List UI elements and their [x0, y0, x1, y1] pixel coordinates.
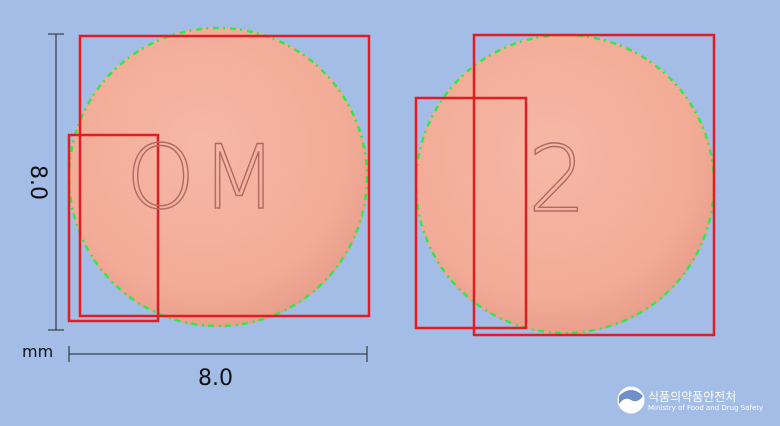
mfds-logo-icon — [617, 386, 645, 414]
annotation-box-tablet-back — [472, 33, 716, 337]
height-label: 8.0 — [25, 165, 50, 200]
logo-name-english: Ministry of Food and Drug Safety — [648, 404, 764, 412]
tablet-back-imprint: 2 — [527, 126, 593, 233]
annotation-box-back-detail — [414, 96, 528, 330]
logo-name-korean: 식품의약품안전처 — [648, 390, 737, 404]
tablet-front-imprint: OM — [125, 126, 284, 229]
tablet-front — [68, 27, 368, 327]
annotation-box-front-detail — [67, 133, 160, 323]
tablet-front-contour — [67, 26, 369, 328]
height-dimension-line — [48, 33, 64, 331]
unit-label: mm — [22, 342, 54, 361]
width-label: 8.0 — [198, 366, 233, 391]
annotation-box-tablet-front — [78, 34, 371, 318]
width-dimension-line — [68, 346, 368, 362]
tablet-back — [415, 34, 715, 334]
